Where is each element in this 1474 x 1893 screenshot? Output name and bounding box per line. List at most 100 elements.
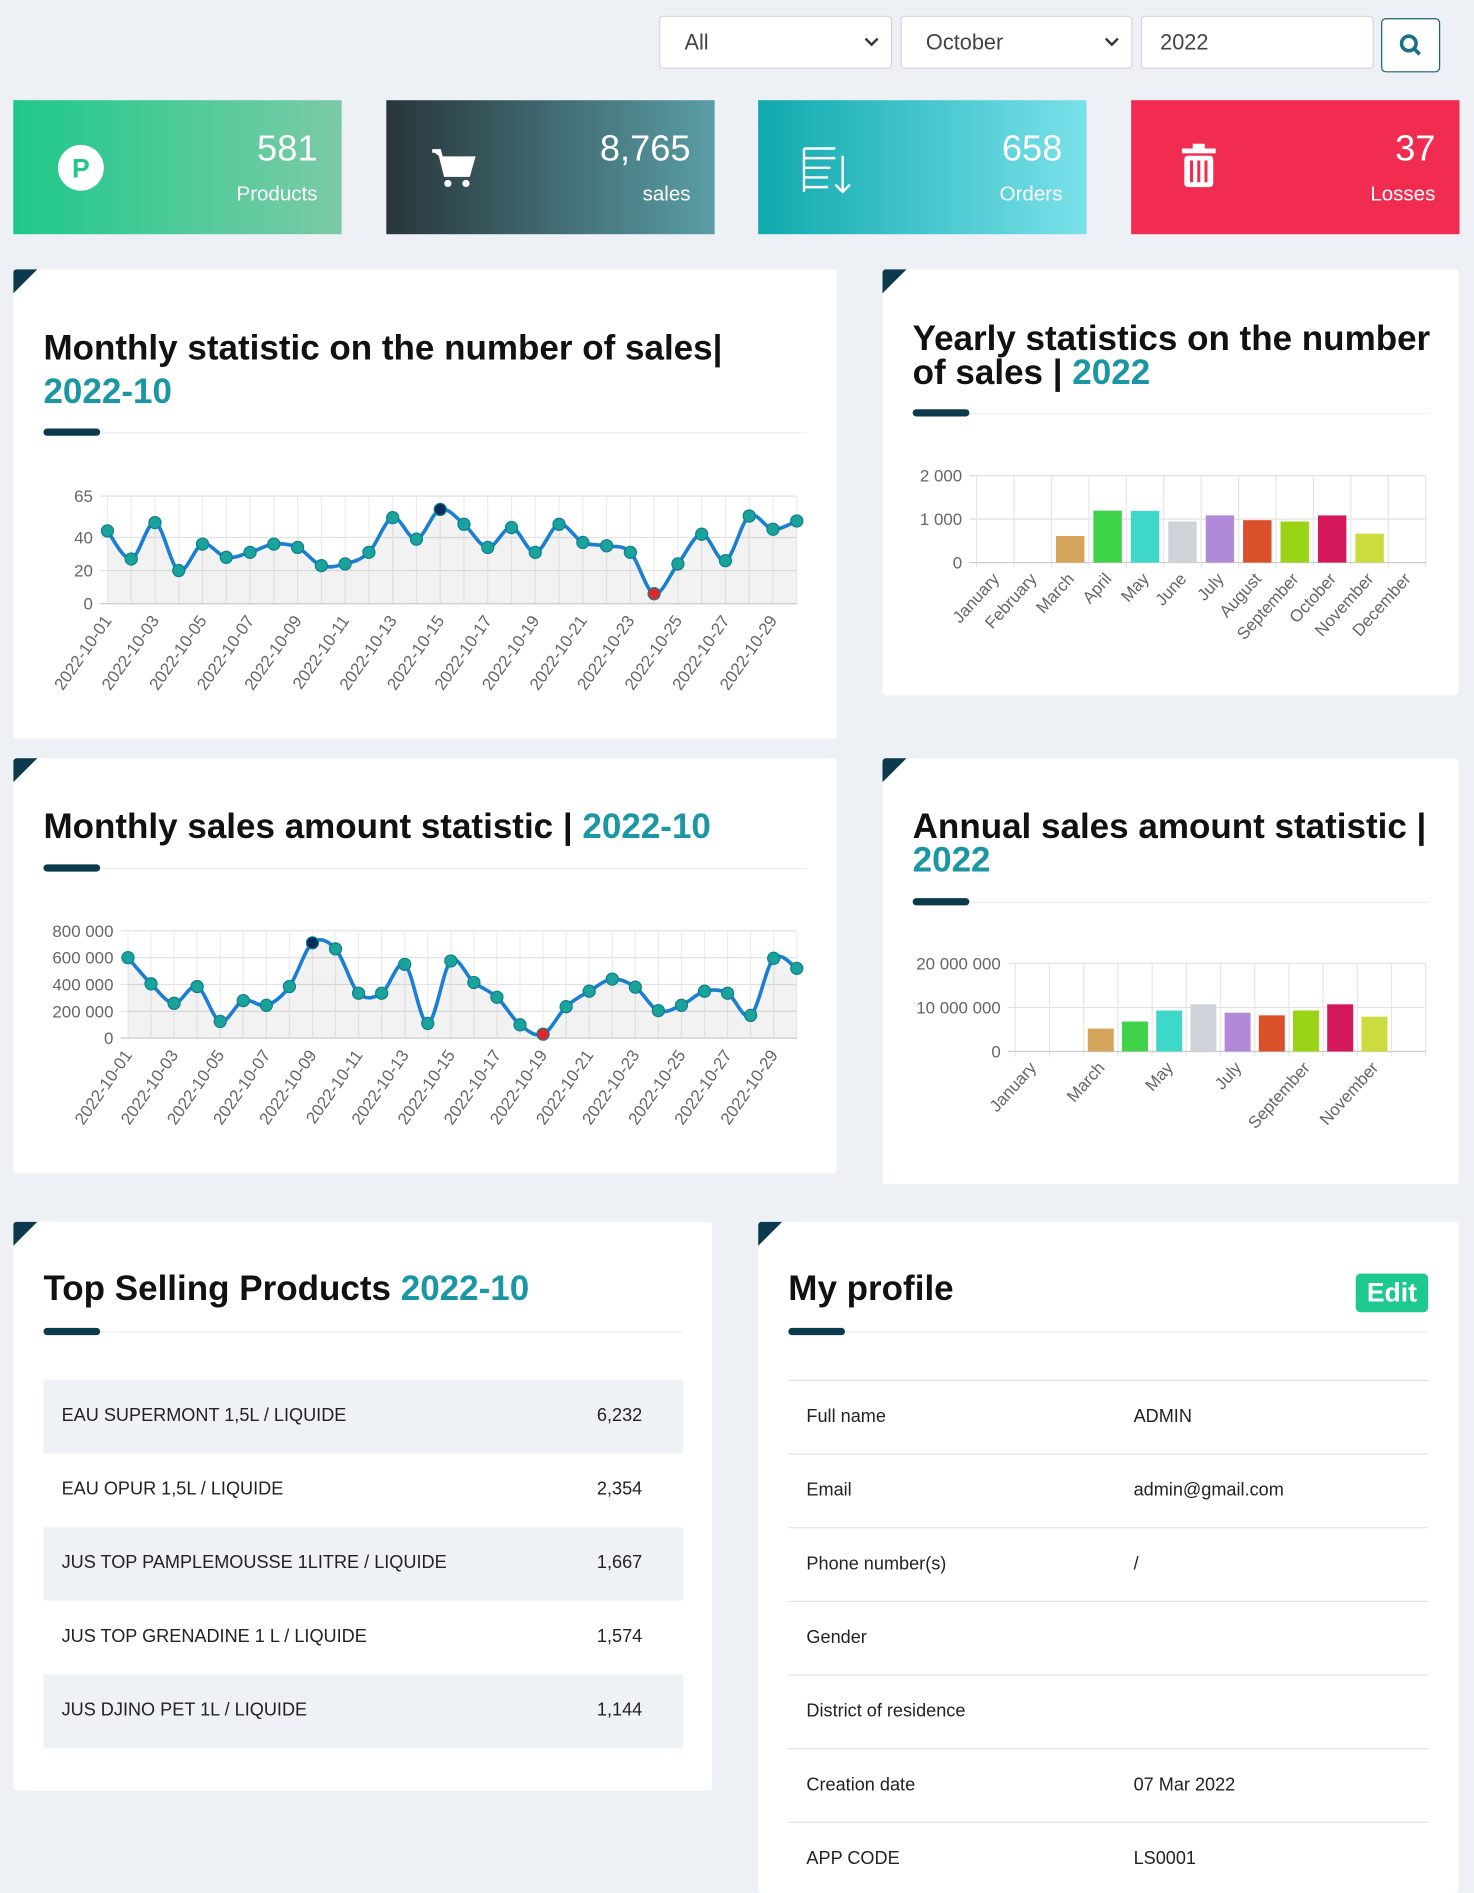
stat-card: 8,765 sales <box>386 100 715 235</box>
point <box>236 993 250 1008</box>
y-tick-label: 0 <box>953 554 962 573</box>
stat-card: 658 Orders <box>758 100 1087 235</box>
chevron <box>1104 37 1119 47</box>
point <box>790 961 804 976</box>
y-tick-label: 65 <box>74 487 93 506</box>
point <box>243 545 257 560</box>
bar <box>1156 1010 1183 1052</box>
point <box>190 979 204 994</box>
point <box>467 975 481 990</box>
point <box>409 532 424 546</box>
select-text: All <box>684 30 709 55</box>
product-quantity: 1,144 <box>596 1699 643 1721</box>
title-period: 2022-10 <box>400 1269 530 1309</box>
category-select[interactable]: All <box>659 15 893 69</box>
bar <box>1317 515 1347 563</box>
card-icon <box>432 149 476 188</box>
point <box>351 986 366 1000</box>
table-row: JUS DJINO PET 1L / LIQUIDE 1,144 <box>43 1674 684 1749</box>
x-tick-label: May <box>1117 569 1153 606</box>
chart-panel: Yearly statistics on the number of sales… <box>882 269 1459 696</box>
title-text: Top Selling Products <box>43 1269 391 1309</box>
point <box>695 527 709 541</box>
card-label: Orders <box>999 182 1063 206</box>
point <box>100 524 115 538</box>
bar <box>1121 1021 1148 1052</box>
table-row: JUS TOP GRENADINE 1 L / LIQUIDE 1,574 <box>43 1600 684 1675</box>
edit-button[interactable]: Edit <box>1355 1273 1429 1313</box>
y-tick-label: 40 <box>74 529 93 548</box>
point <box>328 942 343 956</box>
point <box>647 587 661 601</box>
underline <box>788 1327 846 1336</box>
y-tick-label: 1 000 <box>920 510 962 529</box>
point <box>305 936 320 950</box>
year-input[interactable]: 2022 <box>1140 15 1374 69</box>
y-tick-label: 400 000 <box>52 976 113 995</box>
card-label: Products <box>236 182 318 206</box>
profile-row: APP CODE LS0001 <box>788 1821 1429 1893</box>
card-icon <box>802 147 851 194</box>
product-quantity: 6,232 <box>596 1405 643 1426</box>
title-text: Monthly statistic on the number of sales… <box>43 329 723 369</box>
point <box>290 540 305 555</box>
underline <box>912 898 970 906</box>
y-tick-label: 800 000 <box>52 922 113 941</box>
x-tick-label: January <box>986 1058 1041 1116</box>
card-icon <box>1181 143 1216 188</box>
point <box>504 520 519 535</box>
divider <box>969 412 1429 415</box>
bar <box>1190 1004 1217 1052</box>
title-text: My profile <box>788 1269 954 1309</box>
x-tick-label: November <box>1316 1058 1383 1129</box>
bar <box>1093 510 1122 563</box>
bar <box>1087 1028 1114 1052</box>
stat-card: 37 Losses <box>1131 100 1460 235</box>
x-tick-label: July <box>1211 1058 1246 1093</box>
point <box>172 563 186 578</box>
profile-value: / <box>1133 1553 1139 1575</box>
profile-value: LS0001 <box>1133 1848 1197 1869</box>
profile-row: Creation date 07 Mar 2022 <box>788 1748 1429 1822</box>
product-quantity: 1,574 <box>596 1626 643 1647</box>
point <box>148 515 162 530</box>
profile-value: admin@gmail.com <box>1133 1480 1284 1501</box>
title-text: Annual sales amount statistic | <box>912 807 1427 847</box>
point <box>219 550 233 564</box>
point <box>386 511 400 525</box>
product-quantity: 1,667 <box>596 1552 643 1573</box>
profile-value: ADMIN <box>1133 1406 1192 1427</box>
point <box>742 509 756 523</box>
y-tick-label: 0 <box>991 1043 1000 1062</box>
x-tick-label: May <box>1142 1058 1178 1095</box>
profile-label: APP CODE <box>806 1848 900 1869</box>
card-label: sales <box>642 182 691 206</box>
product-name: JUS DJINO PET 1L / LIQUIDE <box>61 1699 308 1721</box>
underline <box>43 1327 101 1336</box>
profile-label: District of residence <box>806 1700 966 1722</box>
point <box>362 545 376 560</box>
point <box>267 537 281 551</box>
chart-panel: Monthly statistic on the number of sales… <box>13 269 837 739</box>
y-tick-label: 2 000 <box>920 467 962 486</box>
point <box>490 990 504 1004</box>
stat-card: P 581 Products <box>13 100 342 235</box>
point <box>552 517 566 531</box>
point <box>213 1014 227 1029</box>
point <box>599 539 614 553</box>
point <box>536 1027 550 1041</box>
point <box>628 980 642 994</box>
corner <box>882 269 907 294</box>
point <box>259 998 273 1012</box>
point <box>767 951 781 965</box>
search-button[interactable] <box>1381 18 1441 73</box>
month-select[interactable]: October <box>900 15 1133 69</box>
point <box>674 998 689 1012</box>
title-text: Monthly sales amount statistic | <box>43 807 573 847</box>
x-tick-label: March <box>1032 569 1078 617</box>
title-text: Yearly statistics on the number of sales… <box>912 319 1431 393</box>
title-period: 2022-10 <box>43 373 172 412</box>
select-text: October <box>925 30 1004 55</box>
